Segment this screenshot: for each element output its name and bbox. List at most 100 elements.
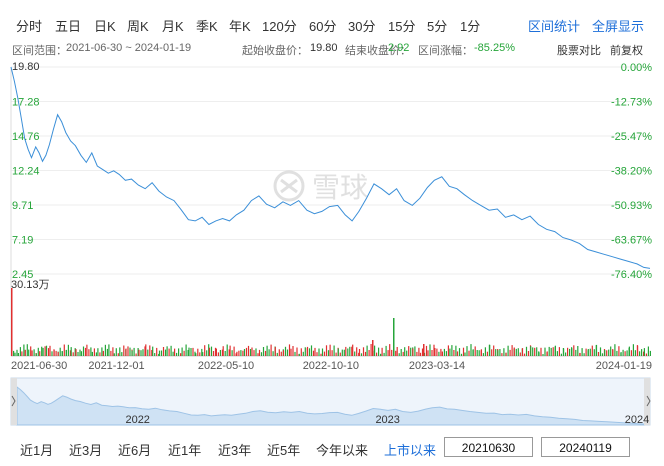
volume-bar <box>548 346 550 356</box>
tab-week-k[interactable]: 周K <box>127 19 149 34</box>
volume-bar <box>372 340 374 356</box>
volume-bar <box>243 349 246 356</box>
tab-1min[interactable]: 1分 <box>460 19 481 34</box>
volume-bar <box>581 348 583 356</box>
tab-60min[interactable]: 60分 <box>309 19 337 34</box>
volume-bar <box>445 351 447 356</box>
tab-5day[interactable]: 五日 <box>55 19 82 34</box>
date-to-input[interactable]: 20240119 <box>541 437 630 457</box>
tab-intraday[interactable]: 分时 <box>16 19 43 34</box>
navigator-right-handle[interactable] <box>644 378 650 425</box>
navigator-year-label: 2024 <box>625 414 649 426</box>
volume-bar <box>608 349 610 356</box>
volume-bar <box>318 348 320 356</box>
tab-year-k[interactable]: 年K <box>229 19 251 34</box>
volume-bar <box>102 350 104 356</box>
volume-bar <box>202 352 204 356</box>
volume-bar <box>262 347 265 356</box>
tab-month-k[interactable]: 月K <box>162 19 184 34</box>
change-label: 区间涨幅： <box>418 45 473 57</box>
volume-bar <box>354 351 356 356</box>
interval-stats-link[interactable]: 区间统计 <box>528 19 581 34</box>
volume-bar <box>343 349 345 356</box>
percent-tick-label: -50.93% <box>611 200 652 212</box>
date-axis: 2021-06-30 2021-12-01 2022-05-10 2022-10-10… <box>11 360 652 372</box>
navigator-right-grip-icon <box>646 395 651 407</box>
volume-bar <box>393 318 395 356</box>
volume-bar <box>160 350 163 356</box>
volume-bar <box>455 345 457 356</box>
volume-bar <box>321 348 324 356</box>
volume-bar <box>591 345 593 356</box>
range-3m[interactable]: 近3月 <box>69 443 103 458</box>
date-from-input[interactable]: 20210630 <box>444 437 533 457</box>
volume-bar <box>226 344 228 356</box>
volume-bar <box>351 346 353 356</box>
volume-bar <box>245 347 248 356</box>
navigator-left-handle[interactable] <box>11 378 17 425</box>
volume-bar <box>380 353 382 356</box>
volume-bar <box>527 351 530 356</box>
tab-day-k[interactable]: 日K <box>94 19 116 34</box>
volume-bar <box>242 350 244 356</box>
volume-bar <box>484 347 486 356</box>
volume-bar <box>575 349 577 356</box>
volume-bar <box>37 347 39 356</box>
volume-bar <box>276 352 278 356</box>
range-ytd[interactable]: 今年以来 <box>316 443 369 458</box>
range-buttons: 近1月 近3月 近6月 近1年 近3年 近5年 今年以来 上市以来 202106… <box>0 436 664 462</box>
volume-bar <box>404 347 406 356</box>
volume-bar <box>51 351 53 356</box>
volume-bar <box>57 352 59 356</box>
volume-bar <box>464 352 466 356</box>
tab-5min[interactable]: 5分 <box>427 19 448 34</box>
volume-bar <box>233 346 235 356</box>
volume-bar <box>91 351 93 356</box>
range-1y[interactable]: 近1年 <box>168 443 202 458</box>
fullscreen-link[interactable]: 全屏显示 <box>592 19 645 34</box>
tab-15min[interactable]: 15分 <box>388 19 416 34</box>
volume-bar <box>408 346 410 356</box>
price-tick-label: 19.80 <box>12 61 40 73</box>
volume-bar <box>125 348 127 356</box>
stock-chart[interactable]: 雪球 19.80 17.28 14.76 12.24 9.71 7.19 2.45 0.00… <box>0 60 664 436</box>
volume-bar <box>72 352 74 356</box>
volume-bar <box>628 346 630 356</box>
percent-tick-label: -25.47% <box>611 131 652 143</box>
stock-compare-button[interactable]: 股票对比 <box>557 45 601 57</box>
volume-bar <box>26 344 28 356</box>
volume-bar <box>643 348 645 356</box>
range-3y[interactable]: 近3年 <box>218 443 252 458</box>
tab-quarter-k[interactable]: 季K <box>196 19 218 34</box>
range-1m[interactable]: 近1月 <box>20 443 54 458</box>
volume-bar <box>431 350 433 356</box>
tab-30min[interactable]: 30分 <box>348 19 376 34</box>
volume-bar <box>79 349 81 356</box>
tab-120min[interactable]: 120分 <box>262 19 297 34</box>
volume-bar <box>228 349 230 356</box>
volume-bar <box>147 349 149 356</box>
volume-bar <box>112 347 114 356</box>
volume-bar <box>614 344 616 356</box>
volume-bar <box>30 346 32 356</box>
volume-bar <box>418 347 420 356</box>
watermark-text: 雪球 <box>312 171 368 204</box>
date-tick-label: 2023-03-14 <box>409 360 465 372</box>
volume-bar <box>274 346 276 356</box>
volume-bar <box>333 345 335 356</box>
volume-bar <box>556 351 558 356</box>
adjust-select[interactable]: 前复权 <box>610 45 643 57</box>
volume-bar <box>181 347 183 356</box>
range-5y[interactable]: 近5年 <box>267 443 301 458</box>
range-6m[interactable]: 近6月 <box>118 443 152 458</box>
volume-bar <box>264 350 267 356</box>
range-navigator[interactable]: 2022 2023 2024 <box>10 377 651 426</box>
volume-bar <box>550 347 552 356</box>
volume-bar <box>197 348 199 356</box>
range-since-listing[interactable]: 上市以来 <box>384 443 437 458</box>
volume-bar <box>587 349 589 356</box>
date-tick-label: 2022-10-10 <box>303 360 359 372</box>
volume-bar <box>486 351 488 356</box>
volume-bar <box>95 352 97 356</box>
volume-bar <box>525 346 528 356</box>
